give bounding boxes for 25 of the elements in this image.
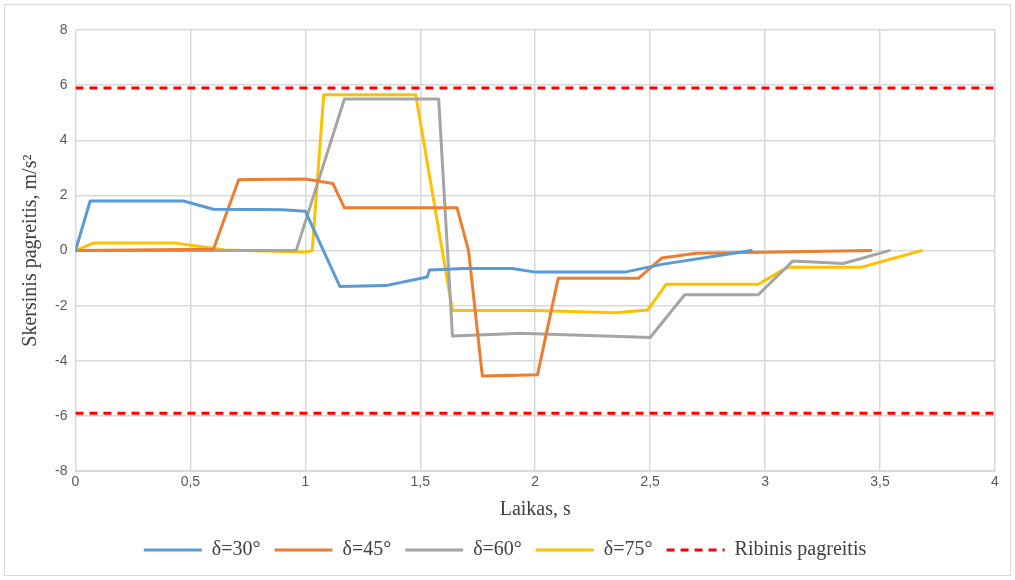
x-tick-label: 3: [761, 473, 770, 490]
y-tick-label: -6: [55, 406, 68, 423]
legend-label: δ=30°: [211, 537, 261, 560]
y-tick-label: 2: [59, 186, 68, 203]
y-tick-label: 0: [59, 241, 68, 258]
x-tick-label: 1,5: [410, 473, 431, 490]
y-tick-label: 4: [59, 131, 68, 148]
y-tick-label: 8: [59, 20, 68, 37]
legend-label: δ=75°: [603, 537, 653, 560]
x-tick-label: 0: [71, 473, 80, 490]
legend-label: Ribinis pagreitis: [734, 537, 867, 561]
legend-label: δ=45°: [342, 537, 392, 560]
y-tick-label: -4: [55, 351, 68, 368]
y-axis-title: Skersinis pagreitis, m/s²: [18, 154, 42, 347]
x-tick-label: 2,5: [640, 473, 661, 490]
x-tick-label: 0,5: [180, 473, 201, 490]
y-tick-label: 6: [59, 76, 68, 93]
x-axis-title: Laikas, s: [499, 497, 571, 520]
x-tick-label: 1: [301, 473, 310, 490]
x-tick-label: 4: [991, 473, 1000, 490]
x-tick-label: 2: [531, 473, 540, 490]
y-tick-label: -8: [55, 462, 68, 479]
x-tick-label: 3,5: [870, 473, 890, 490]
y-tick-label: -2: [55, 296, 68, 313]
legend-label: δ=60°: [473, 537, 522, 560]
